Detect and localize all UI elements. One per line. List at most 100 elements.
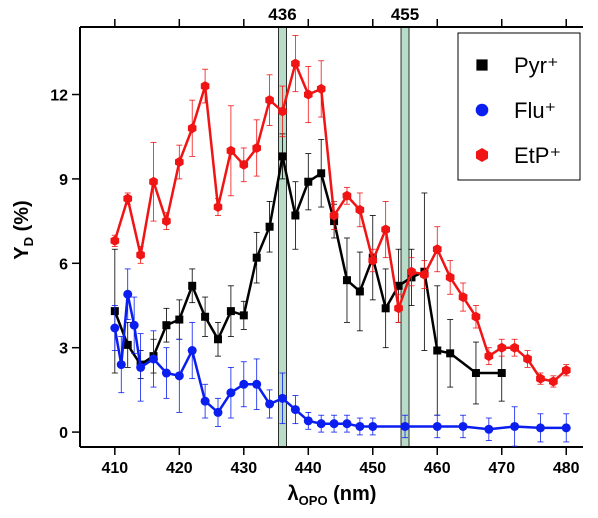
data-point: [291, 211, 300, 220]
data-point: [510, 342, 519, 353]
data-point: [123, 340, 132, 349]
data-point: [149, 354, 159, 364]
data-point: [355, 287, 364, 296]
data-point: [304, 177, 313, 186]
x-label-unit: (nm): [328, 483, 377, 505]
data-point: [123, 289, 133, 299]
y-axis-label: YD (%): [11, 200, 36, 259]
data-point: [304, 89, 313, 100]
x-tick-label: 410: [101, 460, 128, 477]
data-point: [394, 281, 403, 290]
data-point: [239, 159, 249, 170]
x-label-sub: OPO: [299, 493, 328, 508]
x-tick-label: 450: [359, 460, 386, 477]
data-point: [329, 419, 339, 429]
data-point: [446, 349, 455, 358]
data-point: [265, 222, 274, 231]
data-point: [445, 272, 455, 283]
data-point: [149, 176, 158, 187]
data-point: [342, 276, 351, 285]
data-point: [497, 369, 506, 378]
data-point: [329, 210, 339, 221]
y-tick-label: 3: [59, 341, 68, 358]
data-point: [265, 399, 275, 409]
legend-marker: [476, 59, 488, 71]
data-point: [400, 421, 410, 431]
legend-label: EtP⁺: [514, 143, 561, 168]
data-point: [484, 351, 494, 362]
data-point: [129, 320, 139, 330]
data-point: [136, 362, 146, 372]
data-point: [458, 292, 468, 303]
x-label-main: λ: [288, 483, 299, 505]
data-point: [110, 323, 120, 333]
x-tick-label: 440: [295, 460, 322, 477]
data-point: [200, 81, 210, 92]
data-point: [523, 353, 532, 364]
data-point: [239, 311, 248, 320]
y-label-unit: (%): [11, 200, 33, 237]
data-point: [252, 379, 262, 389]
data-point: [187, 346, 197, 356]
data-point: [432, 244, 442, 255]
x-axis-label: λOPO (nm): [288, 483, 377, 508]
data-point: [252, 253, 261, 262]
data-point: [162, 216, 171, 227]
data-point: [123, 193, 133, 204]
y-label-sub: D: [21, 237, 36, 246]
data-point: [316, 419, 326, 429]
data-point: [561, 365, 571, 376]
data-point: [484, 424, 494, 434]
data-point: [471, 311, 481, 322]
legend-label: Pyr⁺: [514, 53, 559, 78]
data-point: [536, 373, 545, 384]
data-point: [510, 421, 520, 431]
band-label: 436: [268, 5, 296, 24]
x-tick-label: 430: [230, 460, 257, 477]
data-point: [433, 346, 442, 355]
data-point: [291, 58, 300, 69]
x-tick-label: 470: [488, 460, 515, 477]
data-point: [549, 376, 558, 387]
data-point: [317, 169, 326, 178]
data-point: [368, 421, 378, 431]
data-point: [407, 266, 416, 277]
data-point: [316, 83, 326, 94]
data-point: [432, 421, 442, 431]
y-tick-label: 9: [59, 172, 68, 189]
data-point: [342, 190, 352, 201]
data-point: [200, 396, 210, 406]
data-point: [239, 379, 249, 389]
legend-marker: [475, 148, 489, 162]
data-point: [226, 307, 235, 316]
data-point: [458, 421, 468, 431]
data-point: [188, 281, 197, 290]
data-point: [342, 419, 352, 429]
data-point: [116, 360, 126, 370]
y-label-main: Y: [11, 246, 33, 260]
highlight-band: [400, 26, 410, 448]
data-point: [355, 421, 365, 431]
data-point: [213, 407, 223, 417]
x-tick-label: 420: [166, 460, 193, 477]
data-point: [110, 235, 120, 246]
data-point: [278, 106, 287, 117]
data-point: [226, 388, 236, 398]
data-point: [187, 123, 197, 134]
y-tick-label: 12: [50, 88, 68, 105]
data-point: [290, 405, 300, 415]
data-point: [561, 423, 571, 433]
legend-label: Flu⁺: [514, 98, 556, 123]
data-point: [252, 143, 261, 153]
data-point: [278, 152, 287, 161]
data-point: [381, 304, 390, 313]
data-point: [175, 157, 184, 167]
data-point: [201, 312, 210, 321]
data-point: [394, 303, 403, 314]
data-point: [277, 393, 287, 403]
y-tick-label: 0: [59, 425, 68, 442]
data-point: [303, 416, 313, 426]
legend-marker: [475, 103, 489, 117]
data-point: [136, 249, 145, 260]
